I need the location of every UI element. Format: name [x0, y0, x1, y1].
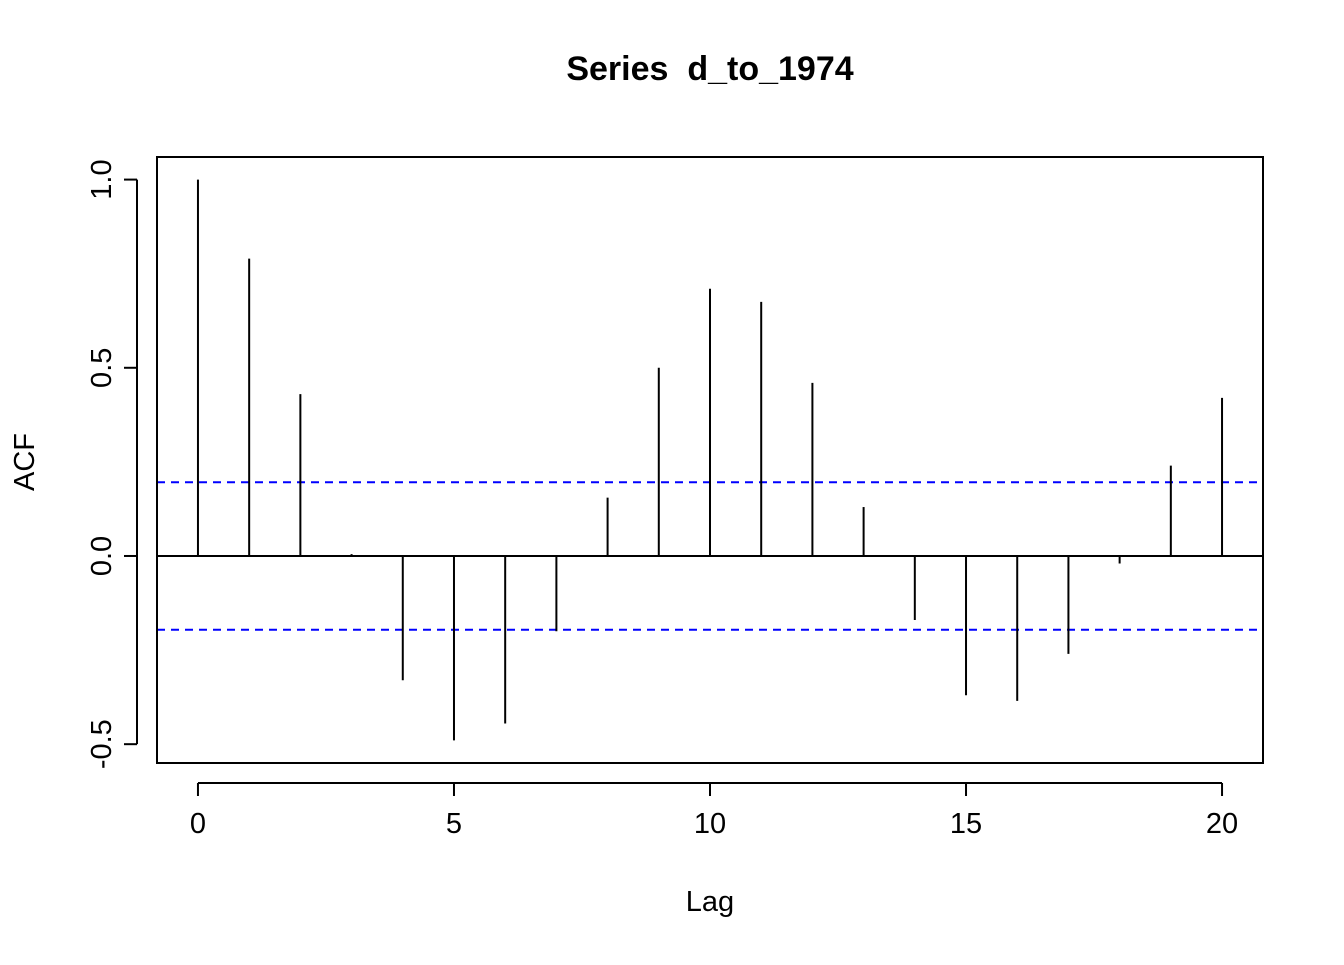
- x-tick-label-5: 5: [446, 808, 462, 840]
- y-tick-label-neg0_5: -0.5: [86, 719, 118, 769]
- x-axis-label: Lag: [686, 886, 734, 918]
- y-tick-label-1: 1.0: [86, 159, 118, 199]
- x-tick-label-15: 15: [950, 808, 982, 840]
- y-tick-label-0: 0.0: [86, 536, 118, 576]
- chart-title: Series d_to_1974: [566, 50, 853, 88]
- x-tick-label-10: 10: [694, 808, 726, 840]
- y-tick-label-0_5: 0.5: [86, 348, 118, 388]
- plot-frame: [156, 156, 1264, 764]
- y-axis-label: ACF: [9, 433, 41, 491]
- x-tick-label-20: 20: [1206, 808, 1238, 840]
- x-tick-label-0: 0: [190, 808, 206, 840]
- plot-layer: 0 5 10 15 20 -0.5 0.0 0.5 1.0: [86, 156, 1264, 840]
